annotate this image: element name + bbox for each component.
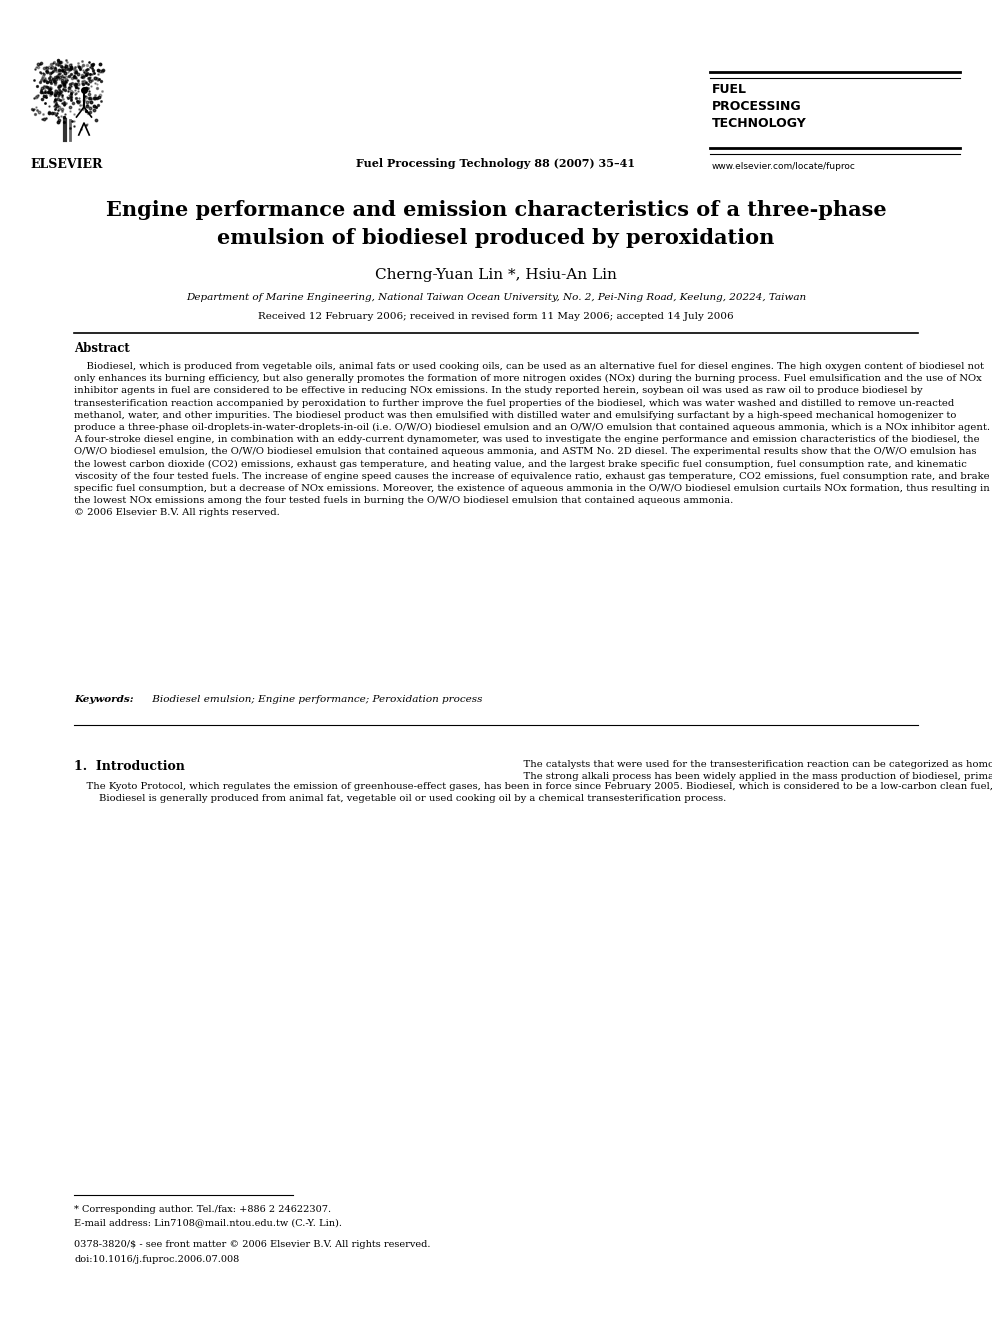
Text: Cherng-Yuan Lin *, Hsiu-An Lin: Cherng-Yuan Lin *, Hsiu-An Lin <box>375 269 617 282</box>
Text: doi:10.1016/j.fuproc.2006.07.008: doi:10.1016/j.fuproc.2006.07.008 <box>74 1256 240 1263</box>
Text: The Kyoto Protocol, which regulates the emission of greenhouse-effect gases, has: The Kyoto Protocol, which regulates the … <box>74 782 992 803</box>
Text: Fuel Processing Technology 88 (2007) 35–41: Fuel Processing Technology 88 (2007) 35–… <box>356 157 636 169</box>
Text: emulsion of biodiesel produced by peroxidation: emulsion of biodiesel produced by peroxi… <box>217 228 775 247</box>
Text: ELSEVIER: ELSEVIER <box>30 157 102 171</box>
Text: PROCESSING: PROCESSING <box>712 101 802 112</box>
Text: * Corresponding author. Tel./fax: +886 2 24622307.: * Corresponding author. Tel./fax: +886 2… <box>74 1205 331 1215</box>
Text: Biodiesel, which is produced from vegetable oils, animal fats or used cooking oi: Biodiesel, which is produced from vegeta… <box>74 363 990 517</box>
Text: 0378-3820/$ - see front matter © 2006 Elsevier B.V. All rights reserved.: 0378-3820/$ - see front matter © 2006 El… <box>74 1240 431 1249</box>
Text: E-mail address: Lin7108@mail.ntou.edu.tw (C.-Y. Lin).: E-mail address: Lin7108@mail.ntou.edu.tw… <box>74 1218 342 1226</box>
Text: FUEL: FUEL <box>712 83 747 97</box>
Text: Engine performance and emission characteristics of a three-phase: Engine performance and emission characte… <box>106 200 886 220</box>
Text: Keywords:: Keywords: <box>74 695 134 704</box>
Text: Department of Marine Engineering, National Taiwan Ocean University, No. 2, Pei-N: Department of Marine Engineering, Nation… <box>186 292 806 302</box>
Text: Received 12 February 2006; received in revised form 11 May 2006; accepted 14 Jul: Received 12 February 2006; received in r… <box>258 312 734 321</box>
Text: www.elsevier.com/locate/fuproc: www.elsevier.com/locate/fuproc <box>712 161 856 171</box>
Text: TECHNOLOGY: TECHNOLOGY <box>712 116 806 130</box>
Text: Biodiesel emulsion; Engine performance; Peroxidation process: Biodiesel emulsion; Engine performance; … <box>149 695 482 704</box>
Text: Abstract: Abstract <box>74 343 130 355</box>
Text: The catalysts that were used for the transesterification reaction can be categor: The catalysts that were used for the tra… <box>511 759 992 782</box>
Text: 1.  Introduction: 1. Introduction <box>74 759 186 773</box>
